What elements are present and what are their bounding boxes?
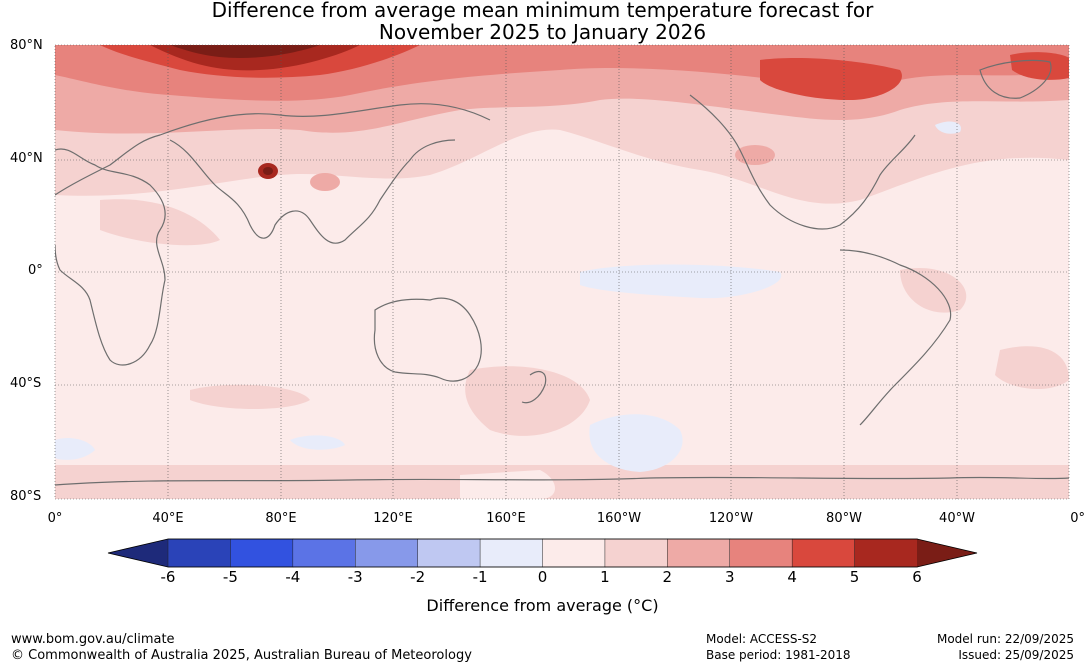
- colorbar-segment--1-to-0: [479, 538, 544, 568]
- colorbar-segment-5-to-6: [854, 538, 918, 568]
- lon-label-160w: 160°W: [596, 511, 642, 526]
- chart-title-line-2: November 2025 to January 2026: [378, 20, 707, 44]
- colorbar-segment-1-to-2: [604, 538, 669, 568]
- lon-label-0-left: 0°: [47, 511, 63, 526]
- colorbar-tick-label: 2: [662, 568, 673, 586]
- lon-label-80e: 80°E: [265, 511, 297, 526]
- anomaly-region-africa-north: [100, 199, 220, 246]
- cool-region-southern-ocean-indian: [290, 435, 345, 450]
- colorbar-segment--4-to--3: [292, 538, 357, 568]
- lon-label-120w: 120°W: [708, 511, 754, 526]
- coastline-australia: [373, 297, 482, 382]
- footer-base-period: Base period: 1981-2018: [706, 648, 851, 662]
- coastline-south-america: [839, 249, 952, 426]
- anomaly-region-indian-ocean-south: [190, 384, 310, 409]
- chart-title-line-1: Difference from average mean minimum tem…: [211, 0, 874, 22]
- colorbar-segment--2-to--1: [417, 538, 481, 568]
- colorbar-segment-0-to-1: [542, 538, 606, 568]
- coastline-eurasia-north: [55, 103, 491, 196]
- anomaly-region-antarctic: [55, 465, 1069, 499]
- colorbar-tick-label: 5: [849, 568, 860, 586]
- colorbar-tick-label: -2: [410, 568, 426, 586]
- lon-label-0-right: 0°: [1070, 511, 1085, 526]
- coastline-eurasia-south: [169, 139, 456, 244]
- cool-region-equatorial-pacific: [580, 264, 782, 299]
- footer-model-run: Model run: 22/09/2025: [936, 632, 1074, 646]
- anomaly-region-south-america: [900, 268, 967, 313]
- colorbar-extend-high: [917, 539, 977, 567]
- colorbar-segment-4-to-5: [791, 538, 856, 568]
- lat-label-80s: 80°S: [10, 489, 42, 504]
- colorbar-tick-label: -1: [472, 568, 488, 586]
- anomaly-region-china: [310, 173, 340, 191]
- cool-region-south-pacific: [589, 414, 683, 472]
- colorbar-tick-label: 3: [724, 568, 735, 586]
- anomaly-region-antarctic-gap: [460, 470, 555, 499]
- coastline-greenland: [979, 59, 1052, 99]
- colorbar-tick-label: -3: [347, 568, 363, 586]
- footer-model: Model: ACCESS-S2: [706, 632, 818, 646]
- coastlines: [55, 59, 1069, 486]
- anomaly-region-above-6: [170, 45, 320, 58]
- lat-label-80n: 80°N: [10, 38, 43, 53]
- colorbar-tick-label: -6: [160, 568, 176, 586]
- map-border: [54, 44, 1070, 500]
- colorbar-tick-label: 0: [537, 568, 548, 586]
- lat-label-40s: 40°S: [10, 376, 42, 391]
- coastline-africa: [55, 148, 166, 366]
- lon-label-80w: 80°W: [826, 511, 862, 526]
- colorbar-segment-2-to-3: [667, 538, 731, 568]
- colorbar-tick-label: -5: [222, 568, 238, 586]
- lon-label-40w: 40°W: [939, 511, 975, 526]
- cool-region-southern-ocean-west: [55, 438, 95, 460]
- lat-label-0: 0°: [28, 263, 43, 278]
- cool-region-north-atlantic: [935, 121, 961, 134]
- lon-label-120e: 120°E: [373, 511, 413, 526]
- coastline-antarctica: [55, 476, 1069, 486]
- lon-label-40e: 40°E: [152, 511, 184, 526]
- anomaly-region-4-5-greenland: [1010, 52, 1069, 80]
- graticule: [55, 45, 1069, 499]
- colorbar-tick-label: 4: [787, 568, 797, 586]
- colorbar-tick-label: 1: [600, 568, 610, 586]
- anomaly-region-4-5-canada: [760, 58, 902, 100]
- lat-label-40n: 40°N: [10, 151, 43, 166]
- anomaly-region-tasman: [465, 366, 590, 436]
- footer-copyright: © Commonwealth of Australia 2025, Austra…: [11, 648, 472, 663]
- colorbar-tick-label: 6: [912, 568, 922, 586]
- colorbar-segment--5-to--4: [230, 538, 294, 568]
- footer-issued: Issued: 25/09/2025: [958, 648, 1074, 662]
- footer-url: www.bom.gov.au/climate: [11, 632, 175, 647]
- coastline-north-america: [689, 94, 916, 230]
- colorbar-outline: [107, 538, 978, 568]
- lon-label-160e: 160°E: [486, 511, 526, 526]
- anomaly-hotspot-tibet-core: [263, 167, 273, 175]
- colorbar-segment-3-to-4: [729, 538, 793, 568]
- anomaly-region-south-atlantic: [995, 346, 1069, 390]
- colorbar-segment--3-to--2: [355, 538, 419, 568]
- colorbar-segment--6-to--5: [167, 538, 232, 568]
- colorbar-extend-low: [108, 539, 168, 567]
- colorbar-label: Difference from average (°C): [426, 596, 659, 615]
- colorbar-tick-label: -4: [285, 568, 301, 586]
